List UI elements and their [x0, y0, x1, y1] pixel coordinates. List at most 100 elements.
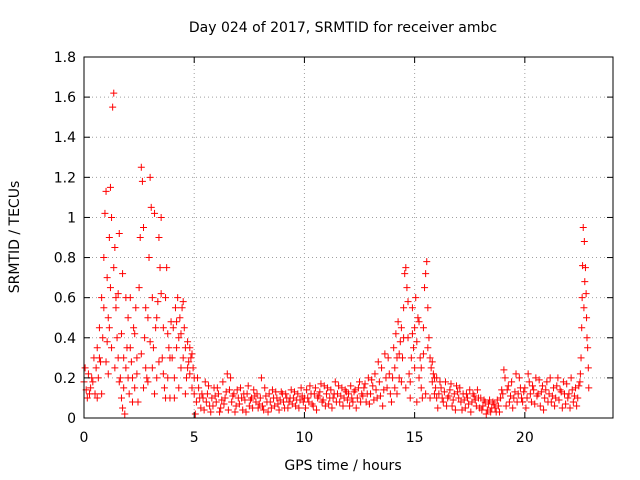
- data-point: [346, 402, 354, 410]
- data-point: [337, 392, 345, 400]
- data-point: [356, 378, 364, 386]
- data-point: [153, 314, 161, 322]
- x-tick-label: 15: [406, 430, 424, 446]
- data-point: [538, 382, 546, 390]
- data-point: [352, 404, 360, 412]
- data-point: [273, 394, 281, 402]
- data-point: [397, 324, 405, 332]
- data-point: [227, 374, 235, 382]
- data-point: [110, 89, 118, 97]
- data-point: [566, 404, 574, 412]
- data-point: [392, 330, 400, 338]
- data-point: [512, 370, 520, 378]
- data-point: [100, 254, 108, 262]
- data-point: [288, 400, 296, 408]
- data-point: [341, 386, 349, 394]
- data-point: [224, 406, 232, 414]
- data-point: [216, 408, 224, 416]
- data-point: [394, 318, 402, 326]
- data-point: [403, 284, 411, 292]
- data-point: [393, 390, 401, 398]
- data-point: [378, 364, 386, 372]
- data-point: [306, 382, 314, 390]
- data-point: [93, 344, 101, 352]
- data-point: [102, 187, 110, 195]
- data-point: [386, 390, 394, 398]
- data-point: [513, 398, 521, 406]
- data-point: [473, 386, 481, 394]
- data-point: [164, 330, 172, 338]
- data-point: [426, 354, 434, 362]
- data-point: [108, 344, 116, 352]
- data-point: [435, 390, 443, 398]
- data-point: [316, 388, 324, 396]
- data-point: [569, 398, 577, 406]
- data-point: [286, 394, 294, 402]
- plot-frame: [83, 56, 614, 419]
- data-point: [500, 366, 508, 374]
- data-point: [148, 364, 156, 372]
- data-point: [322, 390, 330, 398]
- data-point: [145, 254, 153, 262]
- data-point: [275, 406, 283, 414]
- data-point: [422, 270, 430, 278]
- data-point: [89, 378, 97, 386]
- data-point: [467, 408, 475, 416]
- data-point: [317, 380, 325, 388]
- data-point: [365, 400, 373, 408]
- data-point: [419, 350, 427, 358]
- data-point: [310, 390, 318, 398]
- data-point: [417, 364, 425, 372]
- data-point: [424, 304, 432, 312]
- data-point: [419, 324, 427, 332]
- data-point: [177, 364, 185, 372]
- data-point: [144, 378, 152, 386]
- data-point: [158, 354, 166, 362]
- data-point: [559, 378, 567, 386]
- data-point: [192, 398, 200, 406]
- data-point: [212, 398, 220, 406]
- data-point: [418, 394, 426, 402]
- data-point: [148, 294, 156, 302]
- data-point: [213, 384, 221, 392]
- data-point: [415, 374, 423, 382]
- data-point: [345, 390, 352, 398]
- data-point: [244, 382, 252, 390]
- data-point: [405, 370, 413, 378]
- data-point: [182, 374, 190, 382]
- data-point: [582, 290, 590, 298]
- data-point: [343, 396, 351, 404]
- data-point: [427, 364, 435, 372]
- data-point: [184, 364, 192, 372]
- data-point: [331, 378, 339, 386]
- data-point: [529, 382, 537, 390]
- data-point: [84, 370, 92, 378]
- data-point: [264, 408, 272, 416]
- data-point: [175, 334, 183, 342]
- data-point: [412, 294, 420, 302]
- data-point: [101, 209, 109, 217]
- data-point: [371, 370, 379, 378]
- data-point: [445, 392, 453, 400]
- data-point: [335, 382, 343, 390]
- data-point: [579, 223, 587, 231]
- data-point: [501, 374, 509, 382]
- data-point: [155, 234, 163, 241]
- data-point: [434, 404, 442, 412]
- data-point: [240, 390, 248, 398]
- data-point: [479, 402, 487, 410]
- data-point: [523, 394, 531, 402]
- data-point: [279, 398, 287, 406]
- data-point: [219, 378, 227, 386]
- data-point: [426, 394, 434, 402]
- data-point: [155, 358, 163, 366]
- data-point: [174, 294, 182, 302]
- data-point: [414, 314, 422, 322]
- data-point: [480, 396, 488, 404]
- data-point: [132, 304, 140, 312]
- data-point: [159, 324, 167, 332]
- data-point: [576, 378, 584, 386]
- data-point: [376, 392, 384, 400]
- y-tick-label: 0.4: [54, 331, 76, 347]
- data-point: [188, 384, 196, 392]
